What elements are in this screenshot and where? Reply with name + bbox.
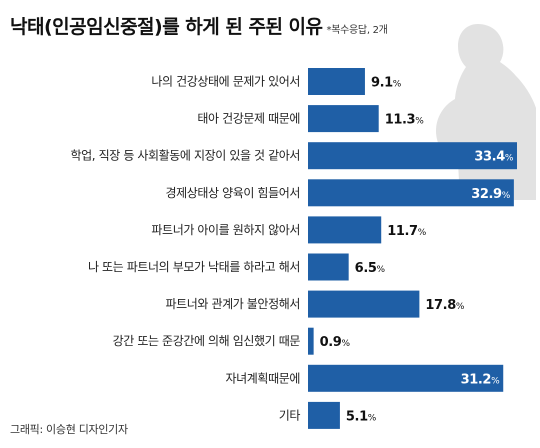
category-label: 태아 건강문제 때문에 [197, 112, 300, 126]
bar [308, 290, 420, 318]
value-label: 11.3% [385, 113, 424, 128]
graphic-credit: 그래픽: 이승현 디자인기자 [10, 423, 128, 436]
category-label: 학업, 직장 등 사회활동에 지장이 있을 것 같아서 [71, 149, 300, 163]
value-label: 11.7% [387, 224, 426, 239]
bar [308, 401, 340, 429]
category-label: 나 또는 파트너의 부모가 낙태를 하라고 해서 [88, 260, 300, 274]
category-label: 기타 [279, 408, 301, 422]
response-note: *복수응답, 2개 [326, 25, 388, 36]
value-label: 17.8% [425, 298, 464, 313]
title-row: 낙태(인공임신중절)를 하게 된 주된 이유 *복수응답, 2개 [10, 12, 388, 39]
value-label: 5.1% [346, 409, 377, 424]
bar [308, 142, 517, 170]
value-label: 31.2% [461, 372, 500, 387]
chart-title: 낙태(인공임신중절)를 하게 된 주된 이유 [10, 16, 323, 38]
category-label: 나의 건강상태에 문제가 있어서 [151, 75, 300, 89]
bar [308, 179, 514, 207]
category-label: 파트너가 아이를 원하지 않아서 [151, 223, 300, 237]
bar [308, 327, 314, 355]
bar [308, 68, 365, 95]
bar [308, 105, 379, 133]
bar [308, 253, 349, 281]
value-label: 0.9% [320, 335, 351, 350]
category-label: 자녀계획때문에 [226, 371, 300, 385]
pregnant-silhouette-icon [436, 24, 536, 200]
bar [308, 364, 504, 392]
value-label: 9.1% [371, 76, 402, 91]
category-label: 강간 또는 준강간에 의해 임신했기 때문 [113, 334, 301, 348]
value-label: 32.9% [471, 187, 510, 202]
bars-layer: 나의 건강상태에 문제가 있어서 9.1% 태아 건강문제 때문에 11.3% 학업, … [71, 68, 517, 429]
category-label: 경제상태상 양육이 힘들어서 [165, 186, 300, 200]
value-label: 33.4% [474, 150, 513, 165]
value-label: 6.5% [355, 261, 386, 276]
bar [308, 216, 382, 244]
category-label: 파트너와 관계가 불안정해서 [165, 297, 300, 311]
